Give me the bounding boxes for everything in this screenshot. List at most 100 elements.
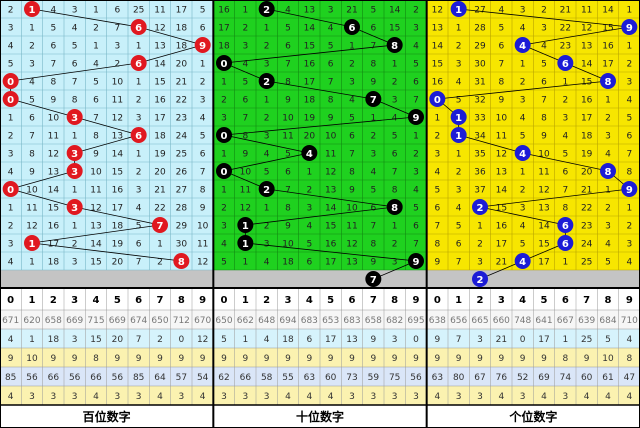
stat-cell: 74	[560, 373, 572, 383]
stat-cell: 682	[386, 316, 403, 326]
stat-cell: 10	[26, 354, 38, 364]
stat-cell: 9	[370, 354, 376, 364]
ball-number: 2	[263, 77, 270, 88]
ball	[301, 145, 318, 161]
header-digit: 5	[541, 295, 548, 306]
stat-cell: 3	[456, 392, 462, 402]
stat-cell: 63	[304, 373, 315, 383]
cell: 13	[538, 204, 549, 214]
ball-number: 6	[562, 59, 569, 70]
cell: 13	[432, 24, 443, 34]
cell: 5	[136, 222, 142, 232]
stat-cell: 3	[477, 335, 483, 345]
cell: 10	[496, 114, 508, 124]
cell: 11	[197, 240, 208, 250]
stat-cell: 9	[114, 354, 120, 364]
ball-number: 0	[7, 77, 14, 88]
stat-cell: 3	[392, 335, 398, 345]
stat-cell: 695	[407, 316, 424, 326]
cell: 7	[72, 78, 78, 88]
cell: 15	[48, 204, 59, 214]
stat-cell: 66	[48, 373, 60, 383]
cell: 7	[370, 222, 376, 232]
cell: 2	[456, 42, 462, 52]
cell: 15	[90, 258, 101, 268]
cell: 2	[562, 96, 568, 106]
trend-line	[138, 44, 203, 64]
stat-cell: 4	[93, 392, 99, 402]
cell: 17	[538, 258, 549, 268]
cell: 36	[474, 168, 486, 178]
header-digit: 9	[199, 295, 206, 306]
cell: 3	[520, 96, 526, 106]
ball	[408, 253, 424, 269]
ball	[344, 19, 360, 35]
trend-line	[458, 8, 630, 28]
stat-cell: 638	[429, 316, 446, 326]
cell: 3	[456, 186, 462, 196]
stat-cell: 670	[194, 316, 211, 326]
trend-line	[10, 98, 75, 118]
cell: 17	[218, 24, 229, 34]
cell: 4	[520, 114, 526, 124]
cell: 29	[474, 42, 486, 52]
cell: 1	[72, 222, 78, 232]
header-digit: 6	[349, 295, 356, 306]
cell: 5	[520, 132, 526, 142]
stat-cell: 85	[5, 373, 16, 383]
stat-cell: 674	[130, 316, 147, 326]
cell: 2	[136, 168, 142, 178]
ball	[557, 235, 574, 251]
ball-number: 8	[178, 257, 185, 268]
ball	[258, 73, 275, 89]
cell: 10	[346, 204, 358, 214]
cell: 16	[154, 96, 166, 106]
header-digit: 4	[93, 295, 100, 306]
ball	[216, 163, 232, 179]
cell: 13	[496, 168, 507, 178]
cell: 2	[8, 6, 14, 16]
trend-line	[245, 242, 417, 262]
cell: 3	[370, 150, 376, 160]
stat-cell: 9	[264, 354, 270, 364]
ball	[173, 253, 190, 269]
ball-number: 1	[455, 113, 462, 124]
ball	[130, 127, 147, 143]
cell: 12	[581, 24, 592, 34]
cell: 23	[581, 222, 592, 232]
ball	[237, 217, 254, 233]
cell: 17	[581, 114, 592, 124]
stat-cell: 76	[496, 373, 508, 383]
cell: 14	[48, 186, 60, 196]
stat-cell: 61	[602, 373, 613, 383]
cell: 2	[157, 258, 163, 268]
cell: 19	[304, 114, 316, 124]
cell: 3	[328, 6, 334, 16]
cell: 4	[413, 186, 419, 196]
ball-number: 1	[242, 221, 249, 232]
panel-label: 十位数字	[296, 409, 344, 424]
stat-cell: 4	[498, 392, 504, 402]
cell: 7	[434, 222, 440, 232]
stat-cell: 12	[197, 335, 208, 345]
cell: 2	[8, 132, 14, 142]
cell: 33	[474, 114, 485, 124]
cell: 8	[370, 240, 376, 250]
cell: 17	[176, 6, 187, 16]
cell: 5	[541, 60, 547, 70]
cell: 2	[72, 240, 78, 250]
ball	[386, 199, 403, 215]
stat-cell: 85	[133, 373, 144, 383]
panel-label: 个位数字	[508, 409, 557, 424]
cell: 3	[413, 24, 419, 34]
stat-cell: 650	[151, 316, 168, 326]
cell: 8	[29, 150, 35, 160]
header-digit: 4	[306, 295, 313, 306]
cell: 12	[48, 150, 59, 160]
cell: 1	[434, 114, 440, 124]
cell: 2	[541, 6, 547, 16]
cell: 24	[581, 240, 593, 250]
cell: 16	[218, 6, 230, 16]
ball	[621, 19, 638, 35]
ball-number: 6	[135, 59, 142, 70]
